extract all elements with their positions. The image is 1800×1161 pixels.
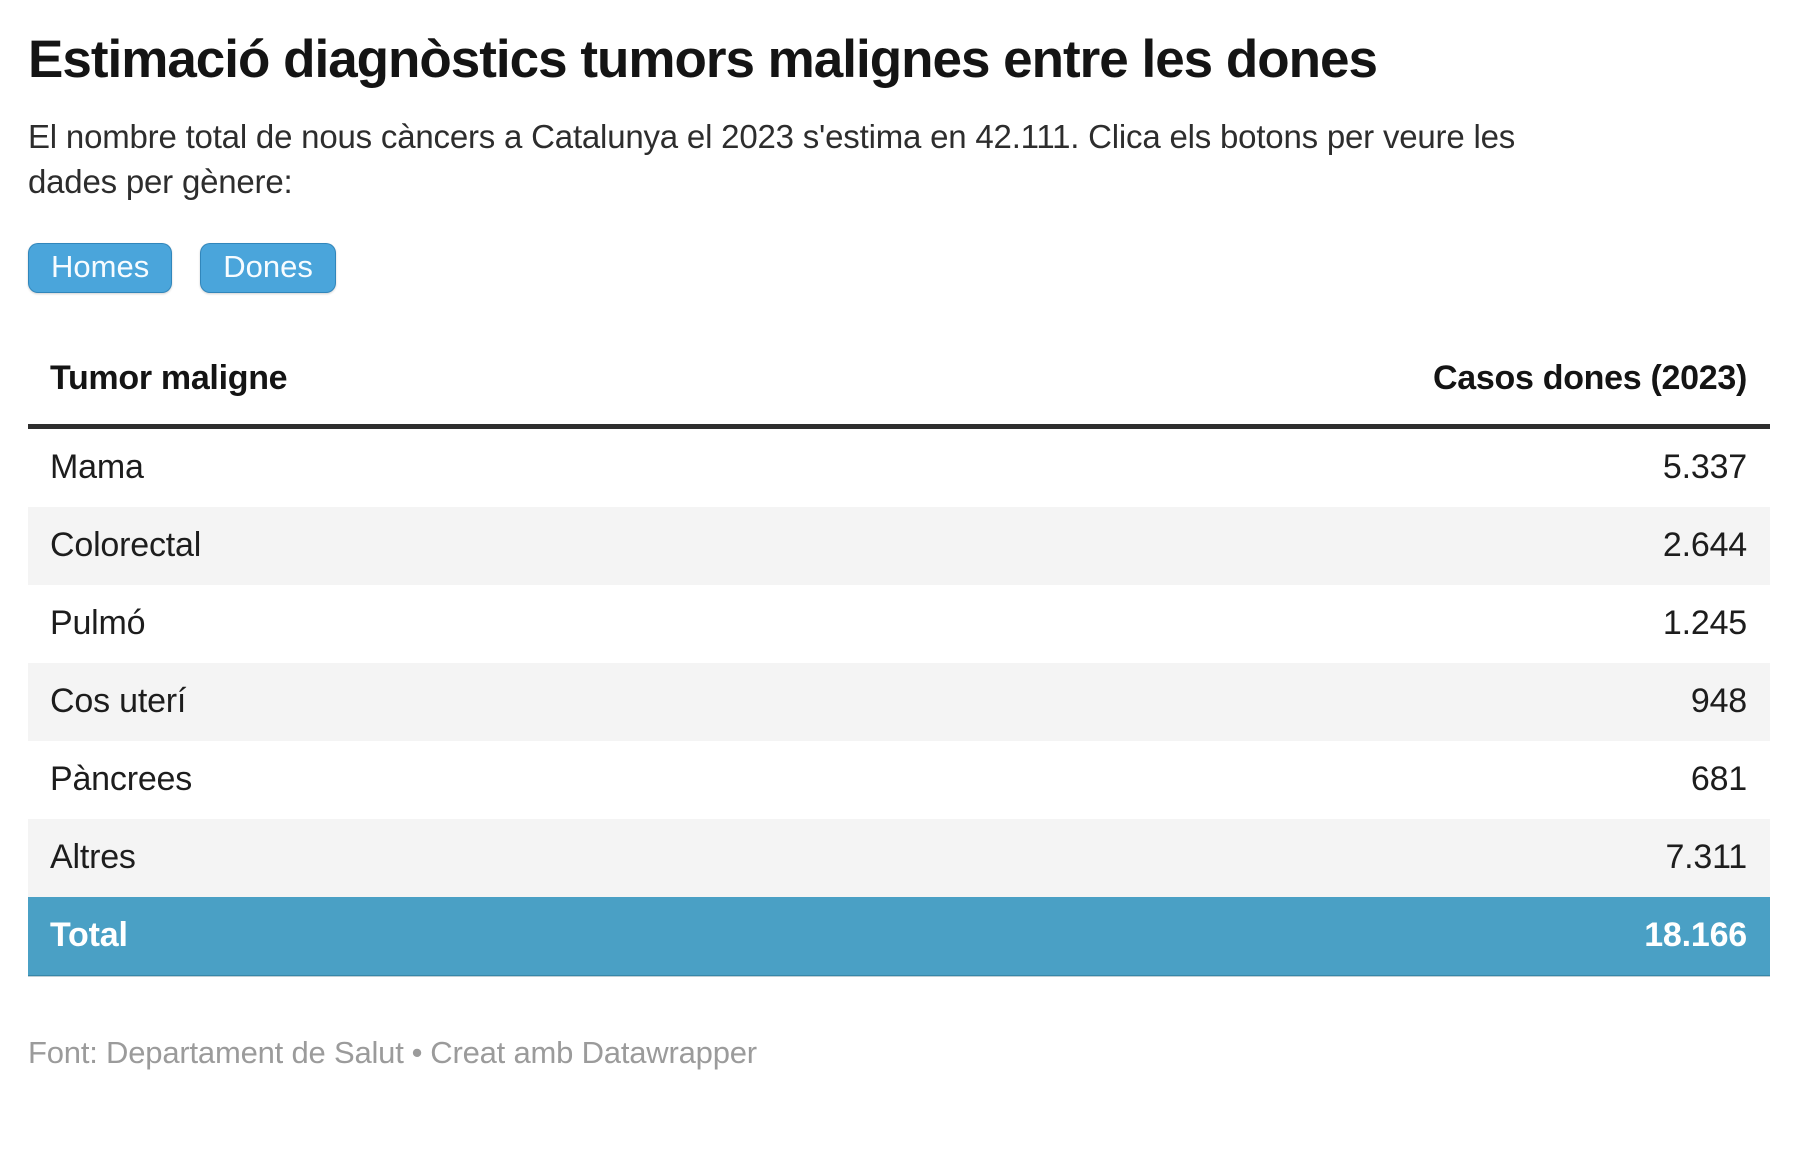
datawrapper-attribution-link[interactable]: Creat amb Datawrapper [430,1035,757,1071]
table-row: Total 18.166 [28,897,1770,978]
page-subtitle: El nombre total de nous càncers a Catalu… [28,117,1516,200]
tumor-cases-table: Tumor maligne Casos dones (2023) Mama 5.3… [28,359,1770,978]
footer: Font: Departament de Salut • Creat amb Dat… [28,1035,1770,1071]
cases-value-cell: 5.337 [1662,448,1747,487]
cases-value-cell: 948 [1690,682,1747,721]
table-row: Pulmó 1.245 [28,585,1770,663]
table-header-row: Tumor maligne Casos dones (2023) [28,359,1770,430]
tumor-name-cell: Pulmó [50,604,146,643]
tumor-name-cell: Pàncrees [50,760,193,799]
total-label-cell: Total [28,897,795,978]
table-row: Altres 7.311 [28,819,1770,898]
table-row: Colorectal 2.644 [28,507,1770,586]
page-title: Estimació diagnòstics tumors malignes en… [28,30,1378,89]
cases-value-cell: 1.245 [1662,604,1747,643]
source-text: Font: Departament de Salut [28,1035,404,1071]
tumor-name-cell: Altres [50,838,136,877]
table-body: Mama 5.337 Colorectal 2.644 Pulmó 1.245 Cos ut… [28,427,1770,978]
table-row: Cos uterí 948 [28,663,1770,742]
footer-separator: • [411,1035,423,1071]
gender-filter-buttons: Homes Dones [28,242,1770,294]
tumor-name-cell: Cos uterí [50,682,187,721]
homes-button[interactable]: Homes [28,242,173,294]
column-header-tumor: Tumor maligne [28,359,795,430]
tumor-name-cell: Mama [50,448,144,487]
column-header-cases: Casos dones (2023) [794,359,1770,430]
tumor-name-cell: Colorectal [50,526,202,565]
cases-value-cell: 681 [1690,760,1747,799]
page: Estimació diagnòstics tumors malignes en… [28,30,1770,1071]
table-row: Mama 5.337 [28,427,1770,508]
cases-value-cell: 7.311 [1665,838,1747,877]
cases-value-cell: 2.644 [1662,526,1747,565]
total-value-cell: 18.166 [794,897,1770,978]
table-row: Pàncrees 681 [28,741,1770,819]
dones-button[interactable]: Dones [200,242,336,294]
